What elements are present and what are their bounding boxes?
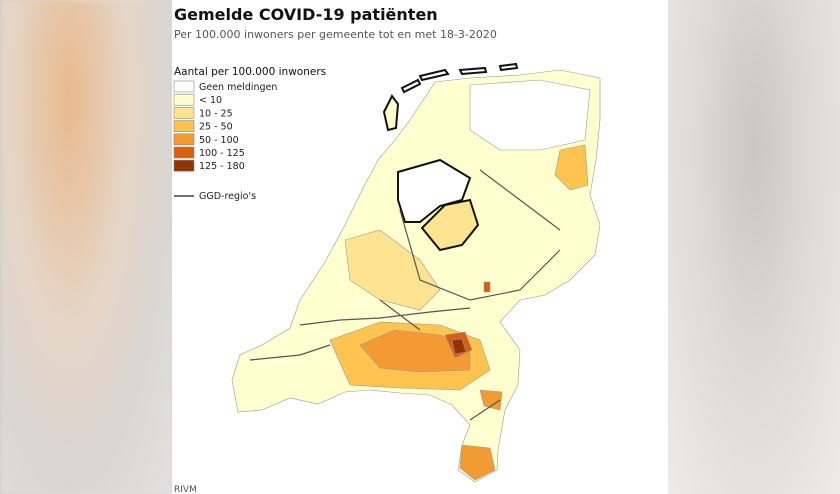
north-white — [469, 79, 591, 151]
drenthe-orange — [554, 144, 589, 191]
blurred-background — [668, 0, 840, 494]
bommel — [483, 281, 491, 293]
legend-label: 100 - 125 — [199, 148, 245, 159]
limburg-orange — [479, 389, 503, 411]
waterways — [249, 169, 561, 421]
legend-label: Geen meldingen — [199, 82, 277, 93]
legend-swatch — [173, 133, 195, 146]
regions-label: GGD-regio's — [199, 191, 256, 202]
terschelling — [418, 68, 450, 82]
vlieland — [400, 78, 422, 94]
legend-label: 25 - 50 — [199, 122, 233, 133]
ijsselmeer — [397, 158, 472, 223]
legend-label: 50 - 100 — [199, 135, 239, 146]
title: Gemelde COVID-19 patiënten — [174, 5, 438, 24]
randstad-yellow — [344, 229, 441, 311]
source: RIVM — [174, 485, 197, 494]
legend-title: Aantal per 100.000 inwoners — [174, 66, 326, 78]
legend-swatch — [173, 107, 195, 119]
legend-label: 10 - 25 — [199, 108, 233, 119]
hotspot-max — [451, 338, 467, 355]
legend: Geen meldingen < 10 10 - 25 25 - 50 50 - 100… — [173, 80, 277, 172]
texel — [382, 94, 400, 132]
flevoland — [420, 198, 480, 252]
brabant-dark — [359, 329, 471, 373]
netherlands — [231, 62, 601, 483]
legend-label: 125 - 180 — [199, 161, 245, 172]
blurred-background — [0, 0, 172, 494]
legend-swatch — [173, 80, 195, 93]
schiermonnikoog — [498, 62, 519, 72]
ameland — [458, 66, 488, 76]
limburg-south — [459, 444, 496, 481]
legend-swatch — [173, 93, 195, 106]
legend-swatch — [173, 120, 195, 132]
subtitle: Per 100.000 inwoners per gemeente tot en… — [174, 28, 497, 41]
legend-swatch — [173, 146, 195, 159]
legend-swatch — [173, 159, 195, 172]
legend-label: < 10 — [199, 95, 222, 106]
